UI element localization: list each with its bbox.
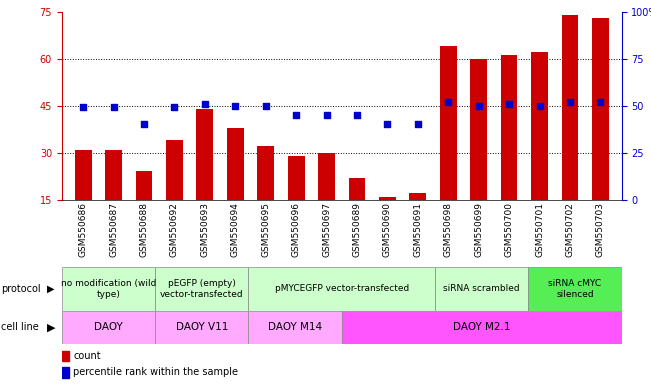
Bar xyxy=(562,15,578,247)
Bar xyxy=(409,194,426,247)
Bar xyxy=(155,311,249,344)
Text: pMYCEGFP vector-transfected: pMYCEGFP vector-transfected xyxy=(275,285,409,293)
Text: protocol: protocol xyxy=(1,284,40,294)
Point xyxy=(322,112,332,118)
Text: ▶: ▶ xyxy=(47,322,55,333)
Bar xyxy=(318,153,335,247)
Bar xyxy=(440,46,456,247)
Text: siRNA cMYC
silenced: siRNA cMYC silenced xyxy=(549,279,602,299)
Point xyxy=(382,121,393,127)
Point xyxy=(291,112,301,118)
Text: DAOY M2.1: DAOY M2.1 xyxy=(453,322,510,333)
Bar xyxy=(257,146,274,247)
Bar xyxy=(135,172,152,247)
Point xyxy=(595,99,605,105)
Bar xyxy=(435,267,529,311)
Text: DAOY M14: DAOY M14 xyxy=(268,322,322,333)
Bar xyxy=(105,149,122,247)
Bar xyxy=(166,140,183,247)
Text: siRNA scrambled: siRNA scrambled xyxy=(443,285,520,293)
Point xyxy=(565,99,575,105)
Bar xyxy=(342,311,622,344)
Text: count: count xyxy=(73,351,101,361)
Point xyxy=(443,99,454,105)
Point xyxy=(260,103,271,109)
Bar xyxy=(379,197,396,247)
Point xyxy=(413,121,423,127)
Text: percentile rank within the sample: percentile rank within the sample xyxy=(73,367,238,377)
Bar xyxy=(62,367,69,377)
Point xyxy=(230,103,240,109)
Bar xyxy=(249,311,342,344)
Bar xyxy=(470,59,487,247)
Text: DAOY V11: DAOY V11 xyxy=(176,322,228,333)
Bar xyxy=(155,267,249,311)
Bar xyxy=(531,52,548,247)
Bar xyxy=(249,267,435,311)
Point xyxy=(169,104,180,111)
Point xyxy=(534,103,545,109)
Bar xyxy=(227,127,243,247)
Text: pEGFP (empty)
vector-transfected: pEGFP (empty) vector-transfected xyxy=(160,279,243,299)
Point xyxy=(78,104,89,111)
Bar xyxy=(62,267,155,311)
Text: ▶: ▶ xyxy=(47,284,55,294)
Bar xyxy=(592,18,609,247)
Point xyxy=(352,112,362,118)
Bar xyxy=(288,156,305,247)
Bar xyxy=(349,178,365,247)
Point xyxy=(108,104,118,111)
Point xyxy=(504,101,514,107)
Bar xyxy=(529,267,622,311)
Text: DAOY: DAOY xyxy=(94,322,123,333)
Bar xyxy=(501,55,518,247)
Bar xyxy=(75,149,92,247)
Point xyxy=(200,101,210,107)
Point xyxy=(473,103,484,109)
Point xyxy=(139,121,149,127)
Text: cell line: cell line xyxy=(1,322,38,333)
Bar xyxy=(62,351,69,361)
Text: no modification (wild
type): no modification (wild type) xyxy=(61,279,156,299)
Bar xyxy=(62,311,155,344)
Bar xyxy=(197,109,214,247)
